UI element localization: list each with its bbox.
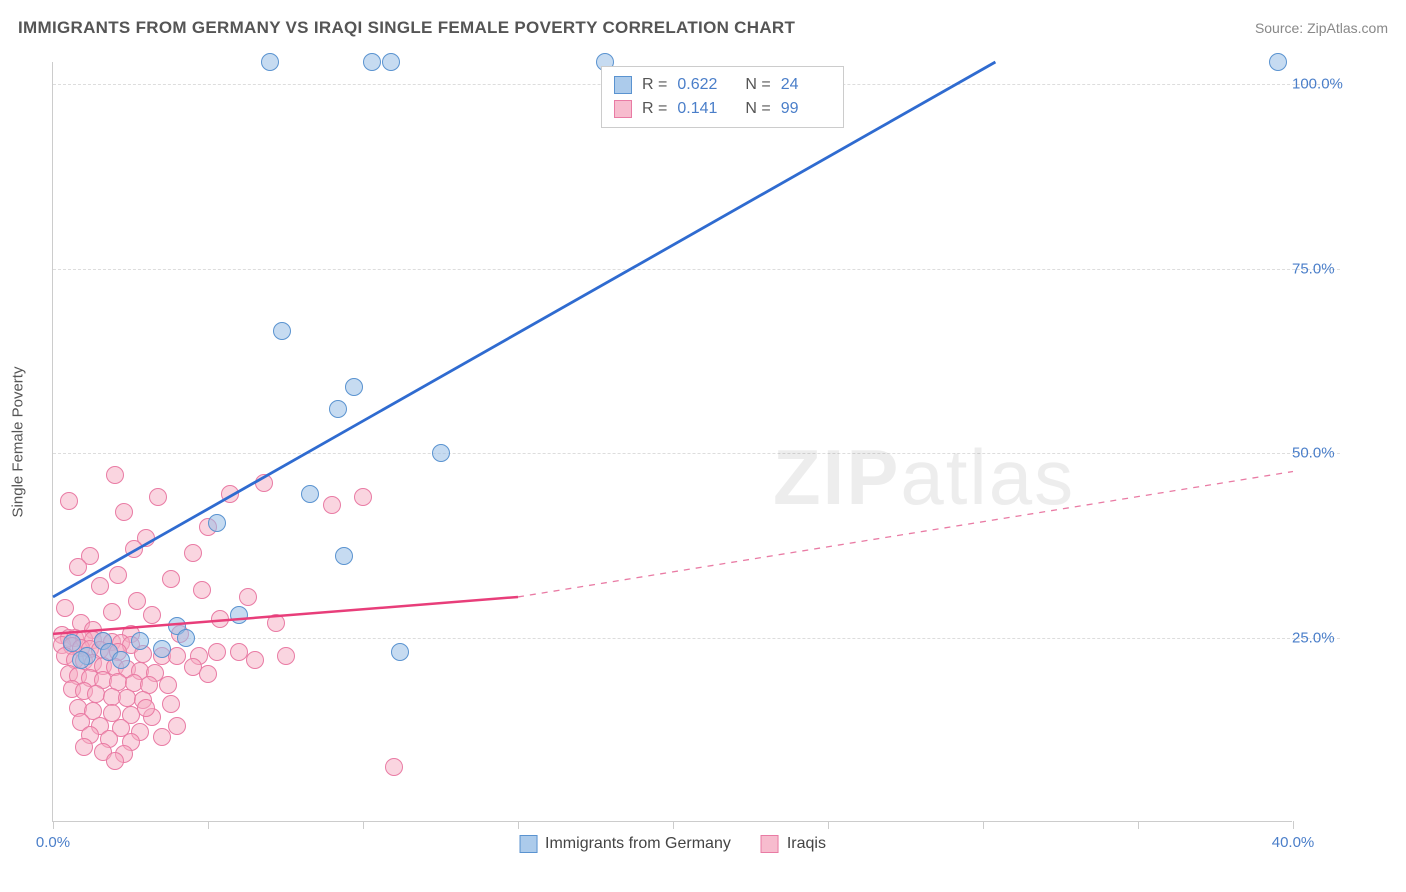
trend-line [518, 472, 1293, 597]
legend-swatch [614, 76, 632, 94]
x-tick [363, 821, 364, 829]
x-tick [518, 821, 519, 829]
legend-n-value: 24 [781, 73, 831, 97]
legend-n-label: N = [745, 73, 770, 97]
source-label: Source: ZipAtlas.com [1255, 20, 1388, 36]
legend-series: Immigrants from Germany Iraqis [519, 835, 826, 853]
legend-swatch [519, 835, 537, 853]
legend-label: Iraqis [787, 835, 826, 853]
legend-r-value: 0.141 [677, 97, 727, 121]
trend-line [53, 597, 518, 634]
x-tick-label: 0.0% [36, 834, 70, 851]
y-tick-label: 75.0% [1292, 260, 1350, 277]
trend-line [53, 62, 995, 597]
x-tick [828, 821, 829, 829]
legend-stats: R = 0.622 N = 24 R = 0.141 N = 99 [601, 66, 844, 128]
legend-r-value: 0.622 [677, 73, 727, 97]
legend-r-label: R = [642, 73, 667, 97]
x-tick [1138, 821, 1139, 829]
legend-label: Immigrants from Germany [545, 835, 731, 853]
x-tick [208, 821, 209, 829]
x-tick [53, 821, 54, 829]
legend-n-label: N = [745, 97, 770, 121]
plot-region: 25.0%50.0%75.0%100.0%0.0%40.0%ZIPatlasR … [52, 62, 1292, 822]
legend-item: Immigrants from Germany [519, 835, 731, 853]
y-tick-label: 25.0% [1292, 629, 1350, 646]
x-tick [983, 821, 984, 829]
legend-swatch [614, 100, 632, 118]
y-tick-label: 50.0% [1292, 445, 1350, 462]
y-tick-label: 100.0% [1292, 76, 1350, 93]
legend-n-value: 99 [781, 97, 831, 121]
y-axis-label: Single Female Poverty [10, 367, 27, 518]
chart-title: IMMIGRANTS FROM GERMANY VS IRAQI SINGLE … [18, 18, 795, 38]
legend-r-label: R = [642, 97, 667, 121]
legend-item: Iraqis [761, 835, 826, 853]
legend-row: R = 0.622 N = 24 [614, 73, 831, 97]
x-tick-label: 40.0% [1272, 834, 1315, 851]
legend-row: R = 0.141 N = 99 [614, 97, 831, 121]
x-tick [1293, 821, 1294, 829]
trend-lines [53, 62, 1293, 822]
x-tick [673, 821, 674, 829]
legend-swatch [761, 835, 779, 853]
chart-area: Single Female Poverty 25.0%50.0%75.0%100… [52, 62, 1342, 822]
